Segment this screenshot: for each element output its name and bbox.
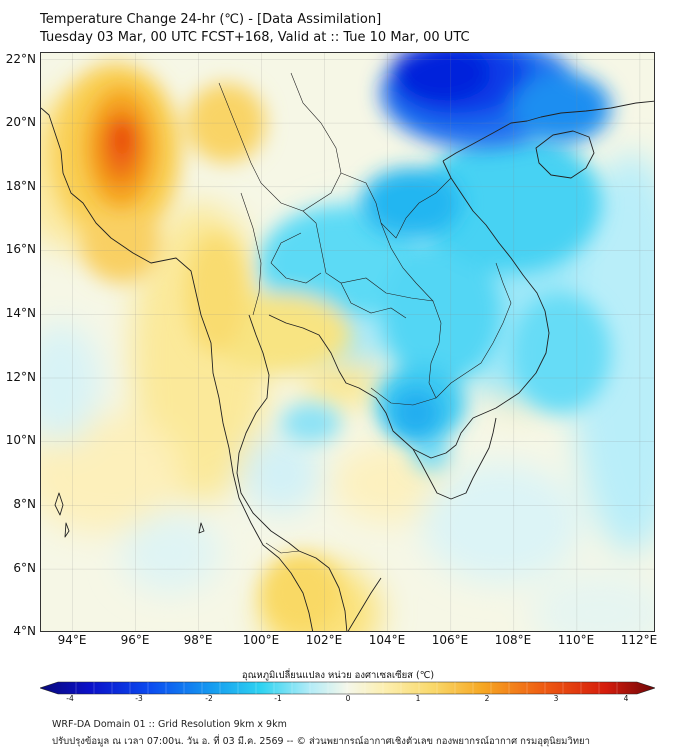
lat-label: 22°N: [5, 52, 36, 66]
colorbar: [39, 680, 656, 695]
colorbar-tick: 0: [345, 694, 351, 703]
lon-label: 104°E: [368, 633, 406, 647]
map-canvas: [41, 53, 654, 631]
lat-label: 8°N: [13, 497, 36, 511]
colorbar-tick: 2: [484, 694, 490, 703]
colorbar-tick: -3: [135, 694, 143, 703]
lon-label: 108°E: [494, 633, 532, 647]
lat-label: 4°N: [13, 624, 36, 638]
footer-model-info: WRF-DA Domain 01 :: Grid Resolution 9km …: [52, 719, 287, 730]
map-subtitle: Tuesday 03 Mar, 00 UTC FCST+168, Valid a…: [40, 30, 470, 45]
temperature-change-map: [40, 52, 655, 632]
colorbar-tick: 3: [553, 694, 559, 703]
coastline: [41, 100, 654, 631]
lon-label: 110°E: [557, 633, 595, 647]
lon-label: 100°E: [242, 633, 280, 647]
lat-label: 10°N: [5, 433, 36, 447]
lon-label: 94°E: [57, 633, 87, 647]
lon-label: 102°E: [305, 633, 343, 647]
lat-label: 14°N: [5, 306, 36, 320]
colorbar-tick: 1: [415, 694, 421, 703]
admin-borders: [218, 72, 512, 554]
lon-label: 96°E: [120, 633, 150, 647]
map-title: Temperature Change 24-hr (℃) - [Data Ass…: [40, 12, 382, 27]
lat-label: 6°N: [13, 561, 36, 575]
lat-label: 12°N: [5, 370, 36, 384]
temperature-field-mid: [51, 63, 611, 631]
footer-credit: ปรับปรุงข้อมูล ณ เวลา 07:00น. วัน อ. ที่…: [52, 736, 590, 747]
lon-label: 98°E: [183, 633, 213, 647]
colorbar-scale: [39, 681, 656, 695]
colorbar-tick: 4: [623, 694, 629, 703]
lat-label: 18°N: [5, 179, 36, 193]
colorbar-tick: -4: [66, 694, 74, 703]
colorbar-title: อุณหภูมิเปลี่ยนแปลง หน่วย องศาเซลเซียส (…: [241, 670, 435, 681]
lat-label: 20°N: [5, 115, 36, 129]
lon-label: 112°E: [620, 633, 658, 647]
temperature-field-strong: [86, 53, 611, 438]
lat-label: 16°N: [5, 242, 36, 256]
colorbar-tick: -2: [205, 694, 213, 703]
lon-label: 106°E: [431, 633, 469, 647]
graticule: [41, 53, 654, 631]
colorbar-tick: -1: [274, 694, 282, 703]
